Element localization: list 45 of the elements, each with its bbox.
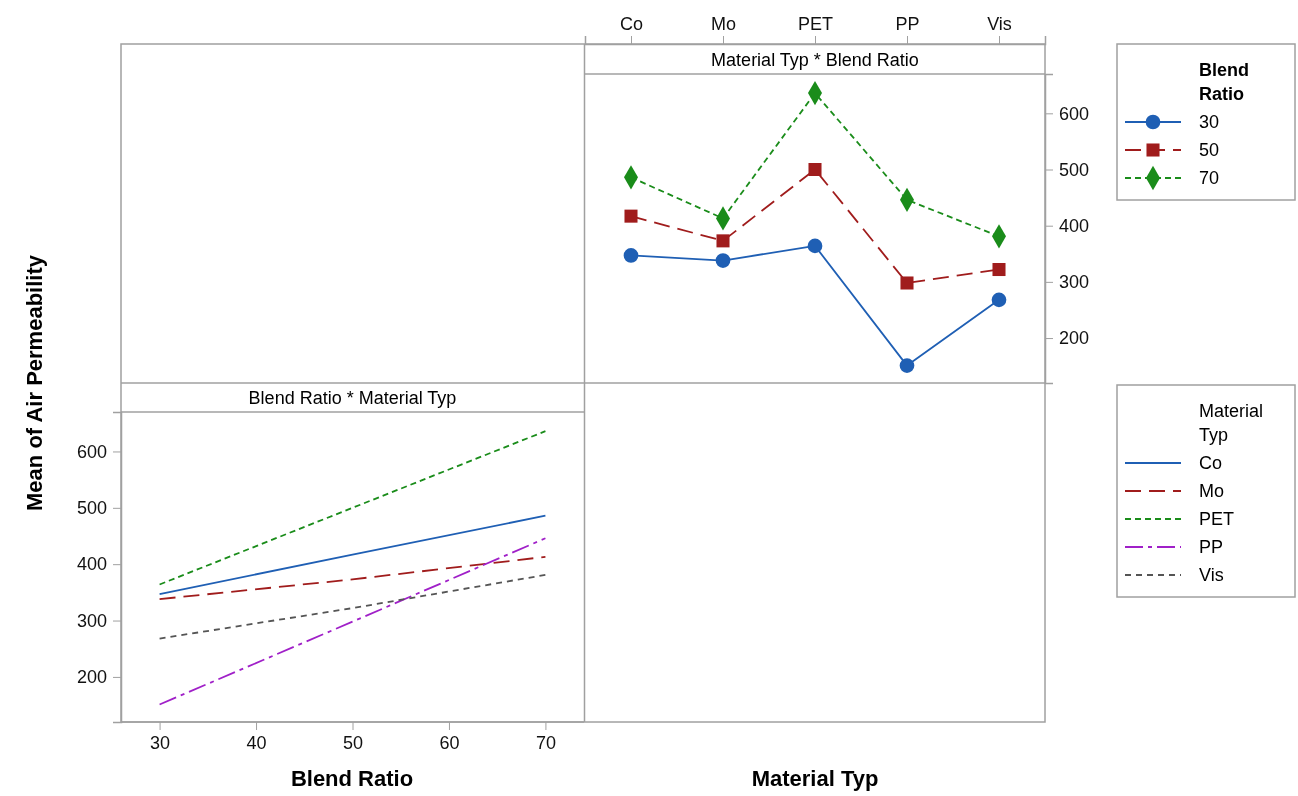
point	[899, 358, 915, 373]
x-tick-label: PET	[797, 14, 834, 34]
point	[900, 276, 914, 290]
y-tick-label: 600	[1059, 103, 1090, 124]
y-tick-label: 300	[1059, 272, 1090, 293]
legend-label: 70	[1199, 168, 1220, 188]
legend-label: 30	[1199, 112, 1220, 132]
y-tick-label: 500	[76, 498, 107, 519]
y-tick-label: 600	[76, 441, 107, 462]
legend-label: PET	[1199, 509, 1235, 529]
y-tick-label: 500	[1059, 159, 1090, 180]
legend-label: 50	[1199, 140, 1220, 160]
legend-title: Material Typ	[1199, 401, 1264, 445]
point	[624, 209, 638, 223]
y-tick-label: 200	[76, 667, 107, 688]
chart-title: Blend Ratio * Material Typ	[248, 388, 457, 408]
legend-label: Vis	[1199, 565, 1224, 585]
legend-label: PP	[1199, 537, 1224, 557]
x-tick-label: 30	[150, 732, 171, 753]
x-tick-label: 50	[342, 732, 364, 753]
point	[808, 162, 822, 177]
x-tick-label: 60	[439, 732, 460, 753]
legend-title: Blend Ratio	[1199, 60, 1250, 104]
x-axis-title: Material Typ	[751, 766, 879, 791]
y-axis-title: Mean of Air Permeability	[22, 254, 47, 511]
x-tick-label: Vis	[987, 14, 1012, 34]
point	[623, 248, 639, 263]
x-tick-label: Mo	[710, 14, 737, 34]
legend-label: Mo	[1199, 481, 1225, 501]
y-tick-label: 200	[1059, 328, 1090, 349]
point	[716, 234, 730, 248]
point	[991, 292, 1007, 308]
chart-title: Material Typ * Blend Ratio	[711, 50, 919, 70]
point	[715, 253, 731, 268]
y-tick-label: 400	[1059, 215, 1090, 236]
point	[992, 262, 1006, 277]
x-tick-label: 70	[535, 732, 556, 753]
x-axis-title: Blend Ratio	[290, 766, 414, 791]
x-tick-label: Co	[619, 14, 644, 34]
x-tick-label: 40	[246, 732, 267, 753]
point	[807, 238, 823, 254]
y-tick-label: 400	[76, 554, 107, 575]
legend-label: Co	[1199, 453, 1223, 473]
y-tick-label: 300	[76, 610, 107, 631]
x-tick-label: PP	[895, 14, 920, 34]
